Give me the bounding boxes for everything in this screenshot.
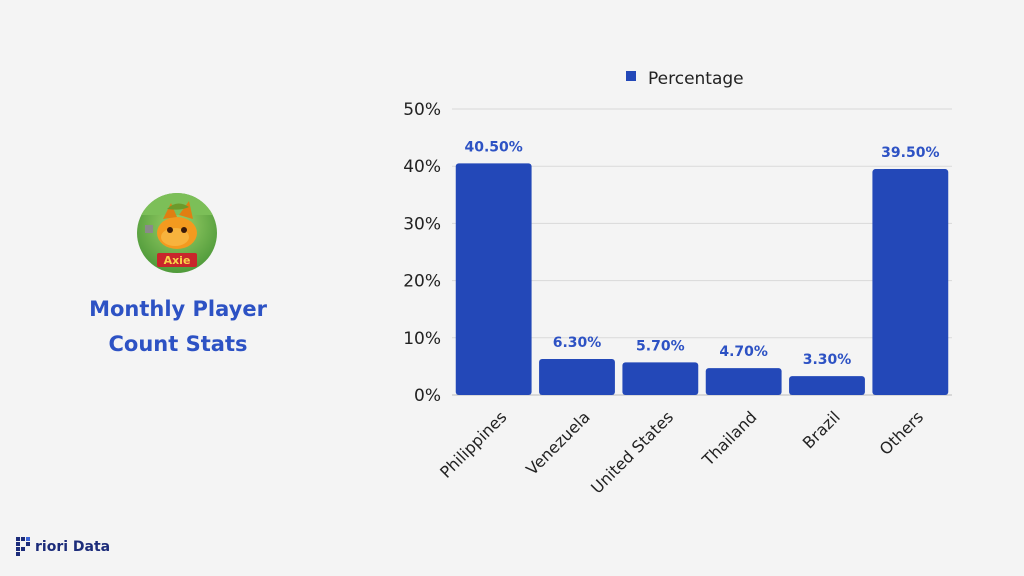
bar-brazil — [789, 376, 865, 395]
x-tick-label: Brazil — [799, 407, 844, 452]
brand-name: riori Data — [35, 539, 111, 555]
bar-thailand — [705, 368, 782, 395]
data-label: 3.30% — [803, 352, 852, 368]
chart-bars — [455, 163, 949, 395]
y-tick-label: 10% — [403, 329, 441, 349]
y-tick-label: 50% — [403, 100, 441, 120]
title-line-2: Count Stats — [108, 332, 248, 356]
chart-gridlines — [452, 108, 952, 396]
x-tick-label: United States — [587, 407, 677, 497]
data-label: 4.70% — [719, 344, 768, 360]
x-tick-label: Venezuela — [522, 407, 594, 479]
data-label: 5.70% — [636, 338, 685, 354]
y-tick-label: 30% — [403, 214, 441, 234]
y-tick-label: 40% — [403, 157, 441, 177]
bar-philippines — [455, 163, 532, 395]
x-tick-label: Philippines — [436, 407, 510, 481]
bar-united-states — [622, 362, 699, 395]
y-axis-ticks: 0% 10% 20% 30% 40% 50% — [403, 100, 441, 406]
axie-infinity-logo: Axie — [137, 193, 217, 273]
y-tick-label: 0% — [414, 386, 441, 406]
bar-others — [872, 169, 949, 395]
chart-data-labels: 40.50% 6.30% 5.70% 4.70% 3.30% 39.50% — [465, 139, 940, 368]
axie-logo-text: Axie — [164, 254, 191, 267]
x-tick-label: Thailand — [698, 407, 761, 470]
title-line-1: Monthly Player — [89, 297, 267, 321]
bar-venezuela — [539, 358, 615, 395]
chart-legend: Percentage — [626, 69, 744, 89]
legend-swatch — [626, 71, 636, 81]
brand-footer: riori Data — [16, 537, 110, 557]
y-tick-label: 20% — [403, 272, 441, 292]
x-tick-label: Others — [876, 407, 927, 458]
priori-data-logo-icon — [16, 537, 30, 556]
data-label: 40.50% — [465, 139, 523, 155]
data-label: 39.50% — [881, 145, 939, 161]
page-title: Monthly Player Count Stats — [60, 292, 296, 362]
data-label: 6.30% — [553, 335, 602, 351]
axie-infinity-logo-icon: Axie — [137, 193, 217, 273]
legend-label: Percentage — [648, 69, 744, 89]
